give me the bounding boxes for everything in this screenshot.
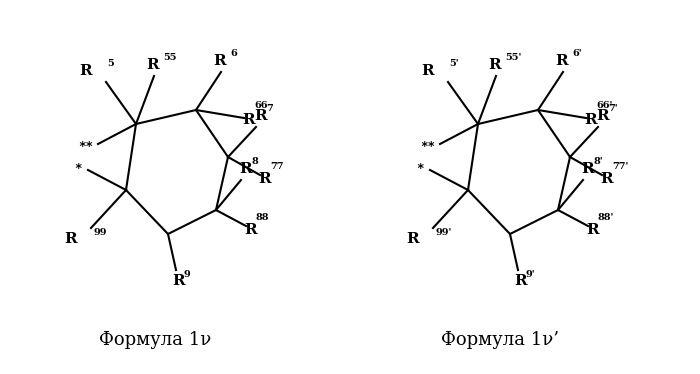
Text: R: R bbox=[584, 113, 596, 127]
Text: R: R bbox=[239, 162, 251, 176]
Text: 8': 8' bbox=[593, 157, 603, 166]
Text: Формула 1ν’: Формула 1ν’ bbox=[441, 331, 559, 349]
Text: *: * bbox=[416, 162, 424, 175]
Text: *: * bbox=[74, 162, 82, 175]
Text: 77: 77 bbox=[270, 162, 284, 171]
Text: R: R bbox=[242, 113, 255, 127]
Text: R: R bbox=[258, 172, 271, 186]
Text: R: R bbox=[172, 274, 185, 288]
Text: R: R bbox=[146, 58, 159, 72]
Text: **: ** bbox=[78, 140, 94, 153]
Text: R: R bbox=[555, 54, 568, 68]
Text: 55': 55' bbox=[505, 53, 522, 62]
Text: R: R bbox=[600, 172, 612, 186]
Text: R: R bbox=[213, 54, 225, 68]
Text: R: R bbox=[581, 162, 594, 176]
Text: R: R bbox=[596, 109, 608, 123]
Text: **: ** bbox=[421, 140, 435, 153]
Text: 77': 77' bbox=[612, 162, 629, 171]
Text: R: R bbox=[514, 274, 526, 288]
Text: 88': 88' bbox=[598, 213, 615, 222]
Text: R: R bbox=[488, 58, 500, 72]
Text: R: R bbox=[254, 109, 267, 123]
Text: 55: 55 bbox=[163, 53, 176, 62]
Text: 5': 5' bbox=[449, 59, 458, 68]
Text: 9': 9' bbox=[526, 270, 536, 279]
Text: R: R bbox=[421, 64, 434, 78]
Text: 7: 7 bbox=[266, 104, 273, 113]
Text: 88: 88 bbox=[256, 213, 270, 222]
Text: 6: 6 bbox=[230, 49, 237, 58]
Text: Формула 1ν: Формула 1ν bbox=[99, 331, 211, 349]
Text: 7': 7' bbox=[608, 104, 617, 113]
Text: 66: 66 bbox=[254, 101, 267, 110]
Text: 66': 66' bbox=[596, 101, 612, 110]
Text: R: R bbox=[64, 232, 77, 246]
Text: 8: 8 bbox=[251, 157, 258, 166]
Text: 5: 5 bbox=[107, 59, 113, 68]
Text: 9: 9 bbox=[184, 270, 190, 279]
Text: 99': 99' bbox=[435, 228, 452, 237]
Text: R: R bbox=[586, 223, 598, 237]
Text: 99: 99 bbox=[93, 228, 106, 237]
Text: R: R bbox=[407, 232, 419, 246]
Text: R: R bbox=[244, 223, 257, 237]
Text: R: R bbox=[79, 64, 92, 78]
Text: 6': 6' bbox=[572, 49, 582, 58]
